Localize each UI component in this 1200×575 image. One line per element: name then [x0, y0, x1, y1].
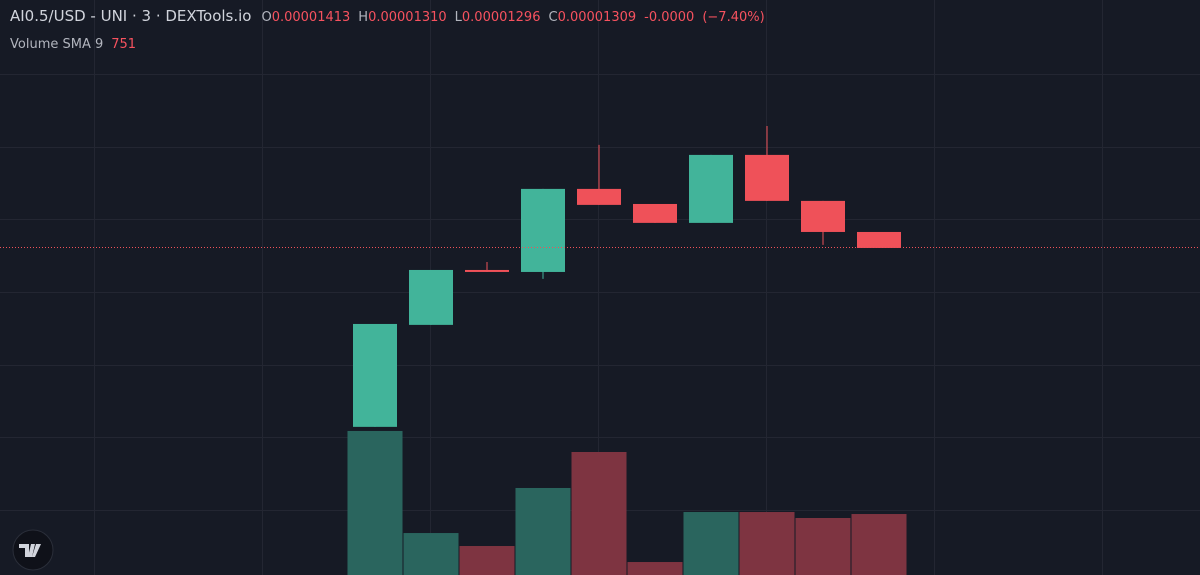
ohlc-value: 0.00001296: [461, 10, 541, 25]
volume-bar: [347, 430, 403, 575]
volume-pane: [347, 430, 907, 575]
volume-bar: [683, 512, 739, 575]
volume-bar: [627, 562, 683, 575]
ohlc-value: 0.00001413: [271, 10, 351, 25]
candle-body: [577, 188, 621, 205]
ohlc-key: H: [358, 10, 369, 25]
logo-mark[interactable]: [19, 544, 41, 557]
volume-bar: [795, 517, 851, 575]
ohlc-value: 0.00001310: [368, 10, 447, 25]
volume-bar: [515, 487, 571, 575]
candle-body: [465, 269, 509, 272]
candle-body: [801, 200, 845, 232]
volume-legend: Volume SMA 9 751: [10, 37, 136, 52]
candle-body: [521, 188, 565, 272]
change-pct: (−7.40%): [702, 10, 765, 25]
candle-body: [633, 203, 677, 223]
change: -0.0000: [644, 10, 695, 25]
volume-bar: [403, 533, 459, 575]
symbol-title: AI0.5/USD - UNI · 3 · DEXTools.io: [10, 7, 252, 25]
volume-bar: [851, 514, 907, 575]
ohlc-value: 0.00001309: [557, 10, 637, 25]
ohlc-key: C: [548, 10, 558, 25]
candle-body: [689, 154, 733, 223]
volume-bar: [571, 451, 627, 575]
ohlc-item: O0.00001413: [261, 10, 350, 25]
candle-body: [857, 231, 901, 248]
ohlc-item: L0.00001296: [455, 10, 541, 25]
ohlc-key: O: [261, 10, 272, 25]
volume-sma: 751: [111, 37, 137, 52]
tv-logo[interactable]: [12, 529, 54, 571]
ohlc-item: H0.00001310: [358, 10, 446, 25]
ohlc-key: L: [454, 10, 462, 25]
ohlc-item: C0.00001309: [548, 10, 636, 25]
volume-label: Volume SMA 9: [10, 37, 104, 52]
candle-body: [409, 269, 453, 325]
candle-body: [353, 323, 397, 427]
header: AI0.5/USD - UNI · 3 · DEXTools.io O0.000…: [10, 7, 773, 25]
price-pane: [0, 125, 1200, 427]
candle-body: [745, 154, 789, 201]
volume-bar: [459, 546, 515, 575]
volume-bar: [739, 512, 795, 575]
